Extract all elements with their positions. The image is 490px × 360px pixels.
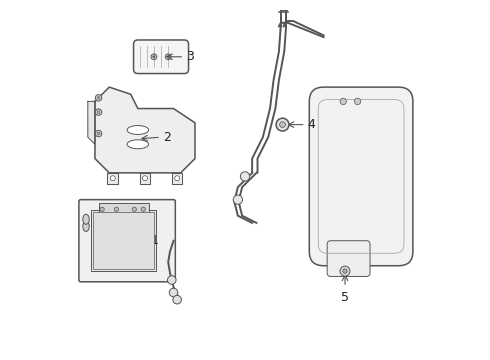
Ellipse shape xyxy=(83,221,89,231)
Circle shape xyxy=(96,109,102,115)
Circle shape xyxy=(132,207,136,211)
Circle shape xyxy=(340,98,346,105)
Circle shape xyxy=(97,132,100,135)
Circle shape xyxy=(97,96,100,99)
Circle shape xyxy=(168,276,176,284)
Bar xyxy=(92,210,156,271)
Ellipse shape xyxy=(127,126,148,134)
Polygon shape xyxy=(88,102,95,144)
Bar xyxy=(93,212,154,269)
Circle shape xyxy=(100,207,104,211)
Text: 4: 4 xyxy=(308,118,316,131)
Circle shape xyxy=(96,130,102,137)
Circle shape xyxy=(165,54,171,60)
Ellipse shape xyxy=(83,214,89,224)
Circle shape xyxy=(153,56,155,58)
FancyBboxPatch shape xyxy=(134,40,189,73)
Circle shape xyxy=(354,98,361,105)
Circle shape xyxy=(280,122,285,127)
Text: 1: 1 xyxy=(150,234,158,247)
Text: 2: 2 xyxy=(163,131,171,144)
Polygon shape xyxy=(107,173,118,184)
Circle shape xyxy=(114,207,119,211)
Polygon shape xyxy=(140,173,150,184)
Circle shape xyxy=(233,195,243,204)
Circle shape xyxy=(276,118,289,131)
Circle shape xyxy=(343,269,347,273)
Circle shape xyxy=(167,56,169,58)
FancyBboxPatch shape xyxy=(327,241,370,276)
Text: 3: 3 xyxy=(186,50,194,63)
Circle shape xyxy=(97,111,100,113)
Circle shape xyxy=(241,172,249,181)
Circle shape xyxy=(143,176,147,181)
Polygon shape xyxy=(172,173,182,184)
Bar xyxy=(98,203,148,216)
Circle shape xyxy=(173,296,181,304)
Circle shape xyxy=(340,266,350,276)
Circle shape xyxy=(110,176,115,181)
Ellipse shape xyxy=(127,140,148,149)
Circle shape xyxy=(141,207,146,211)
Circle shape xyxy=(169,288,178,297)
Circle shape xyxy=(151,54,157,60)
Circle shape xyxy=(96,95,102,101)
FancyBboxPatch shape xyxy=(79,200,175,282)
Circle shape xyxy=(174,176,180,181)
Text: 5: 5 xyxy=(341,291,349,304)
FancyBboxPatch shape xyxy=(309,87,413,266)
Polygon shape xyxy=(95,87,195,173)
